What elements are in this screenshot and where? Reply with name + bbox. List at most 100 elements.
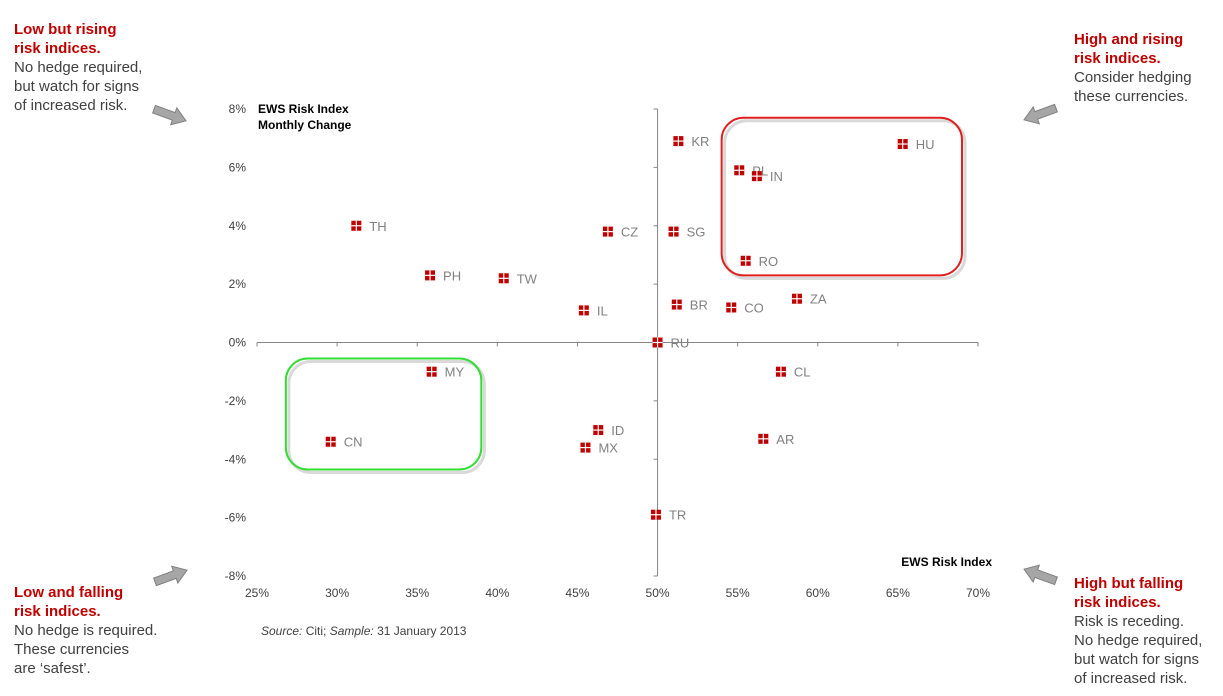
arrow-icon [153, 565, 188, 587]
point-label: IN [770, 169, 783, 184]
arrow-icon [1023, 103, 1058, 125]
y-tick-labels: 8% 6% 4% 2% 0% -2% -4% -6% -8% [225, 102, 247, 583]
point-label: BR [690, 298, 708, 313]
note-body: these currencies. [1074, 88, 1189, 105]
axis-titles: EWS Risk Index Monthly Change EWS Risk Ind… [258, 102, 992, 569]
data-point-ru: RU [652, 336, 690, 351]
note-heading: Low and falling [14, 584, 124, 601]
point-label: RU [671, 336, 690, 351]
data-point-mx: MX [580, 441, 618, 456]
x-tick-label: 70% [966, 586, 990, 600]
y-axis-title: EWS Risk Index [258, 102, 349, 116]
point-label: HU [916, 137, 935, 152]
note-heading: High but falling [1074, 575, 1184, 592]
point-label: KR [691, 134, 709, 149]
point-label: PH [443, 268, 461, 283]
point-label: CO [744, 300, 764, 315]
note-body: but watch for signs [1074, 651, 1200, 668]
y-tick-label: 8% [229, 102, 247, 116]
point-label: TH [369, 219, 386, 234]
point-label: CZ [621, 225, 638, 240]
data-point-co: CO [726, 300, 764, 315]
y-axis-title: Monthly Change [258, 118, 352, 132]
note-body: of increased risk. [1074, 670, 1188, 687]
note-heading: risk indices. [1074, 50, 1161, 67]
arrow-icon [152, 104, 187, 126]
data-point-cz: CZ [602, 225, 638, 240]
data-point-id: ID [593, 423, 624, 438]
data-point-ro: RO [740, 254, 779, 269]
point-label: TW [517, 271, 538, 286]
note-heading: risk indices. [14, 603, 101, 620]
note-high-rising: High and rising risk indices. Consider h… [1074, 30, 1219, 106]
x-axis-title: EWS Risk Index [901, 555, 992, 569]
source-label: Source: [261, 624, 303, 638]
sample-text: 31 January 2013 [373, 624, 467, 638]
source-note: Source: Citi; Sample: 31 January 2013 [261, 624, 466, 638]
note-body: but watch for signs [14, 78, 140, 95]
point-label: ID [611, 423, 624, 438]
data-point-my: MY [426, 365, 464, 380]
data-point-cn: CN [325, 435, 363, 450]
note-body: Consider hedging [1074, 69, 1192, 86]
corner-arrows [152, 103, 1058, 587]
note-heading: Low but rising [14, 21, 117, 38]
data-point-pl: PL [734, 163, 768, 178]
data-point-hu: HU [897, 137, 935, 152]
note-body: No hedge required, [14, 59, 143, 76]
x-tick-label: 40% [485, 586, 509, 600]
arrow-bottom-left [153, 565, 188, 587]
high-and-rising-box [720, 116, 963, 277]
arrow-icon [1023, 564, 1058, 586]
y-tick-label: 0% [229, 336, 247, 350]
note-heading: risk indices. [14, 40, 101, 57]
data-point-tr: TR [650, 508, 686, 523]
note-body: of increased risk. [14, 97, 128, 114]
y-tick-label: 6% [229, 160, 247, 174]
note-low-rising: Low but rising risk indices. No hedge re… [14, 20, 184, 115]
point-label: TR [669, 508, 686, 523]
highlight-boxes [284, 116, 967, 474]
data-point-kr: KR [673, 134, 709, 149]
x-tick-label: 65% [886, 586, 910, 600]
arrow-top-right [1023, 103, 1058, 125]
x-tick-label: 55% [726, 586, 750, 600]
x-tick-label: 45% [565, 586, 589, 600]
note-body: Risk is receding. [1074, 613, 1185, 630]
data-point-ph: PH [425, 268, 461, 283]
sample-label: Sample: [329, 624, 374, 638]
low-and-falling-box [284, 357, 483, 471]
data-point-il: IL [578, 303, 608, 318]
data-point-tw: TW [498, 271, 538, 286]
data-point-za: ZA [791, 292, 827, 307]
data-point-ar: AR [758, 432, 794, 447]
note-body: These currencies [14, 641, 130, 658]
point-label: CL [794, 365, 811, 380]
x-tick-labels: 25% 30% 35% 40% 45% 50% 55% 60% 65% 70% [245, 586, 990, 600]
x-tick-label: 60% [806, 586, 830, 600]
data-points: KR HU PL IN TH CZ SG RO PH TW ZA BR CO IL RU MY CL ID AR CN… [325, 134, 935, 523]
x-tick-label: 35% [405, 586, 429, 600]
note-body: No hedge is required. [14, 622, 158, 639]
x-tick-label: 25% [245, 586, 269, 600]
point-label: AR [776, 432, 794, 447]
point-label: RO [759, 254, 779, 269]
y-tick-label: -8% [225, 569, 247, 583]
note-body: are ‘safest’. [14, 660, 91, 677]
point-label: MX [598, 441, 618, 456]
data-point-in: IN [751, 169, 783, 184]
box-shadow [287, 360, 486, 474]
point-label: CN [344, 435, 363, 450]
x-tick-label: 50% [646, 586, 670, 600]
source-text: Citi; [302, 624, 330, 638]
y-tick-label: -2% [225, 394, 247, 408]
x-tick-label: 30% [325, 586, 349, 600]
data-point-th: TH [351, 219, 387, 234]
note-heading: High and rising [1074, 31, 1184, 48]
y-tick-label: -4% [225, 452, 247, 466]
note-heading: risk indices. [1074, 594, 1161, 611]
note-low-falling: Low and falling risk indices. No hedge i… [14, 583, 194, 678]
arrow-bottom-right [1023, 564, 1058, 586]
note-body: No hedge required, [1074, 632, 1203, 649]
